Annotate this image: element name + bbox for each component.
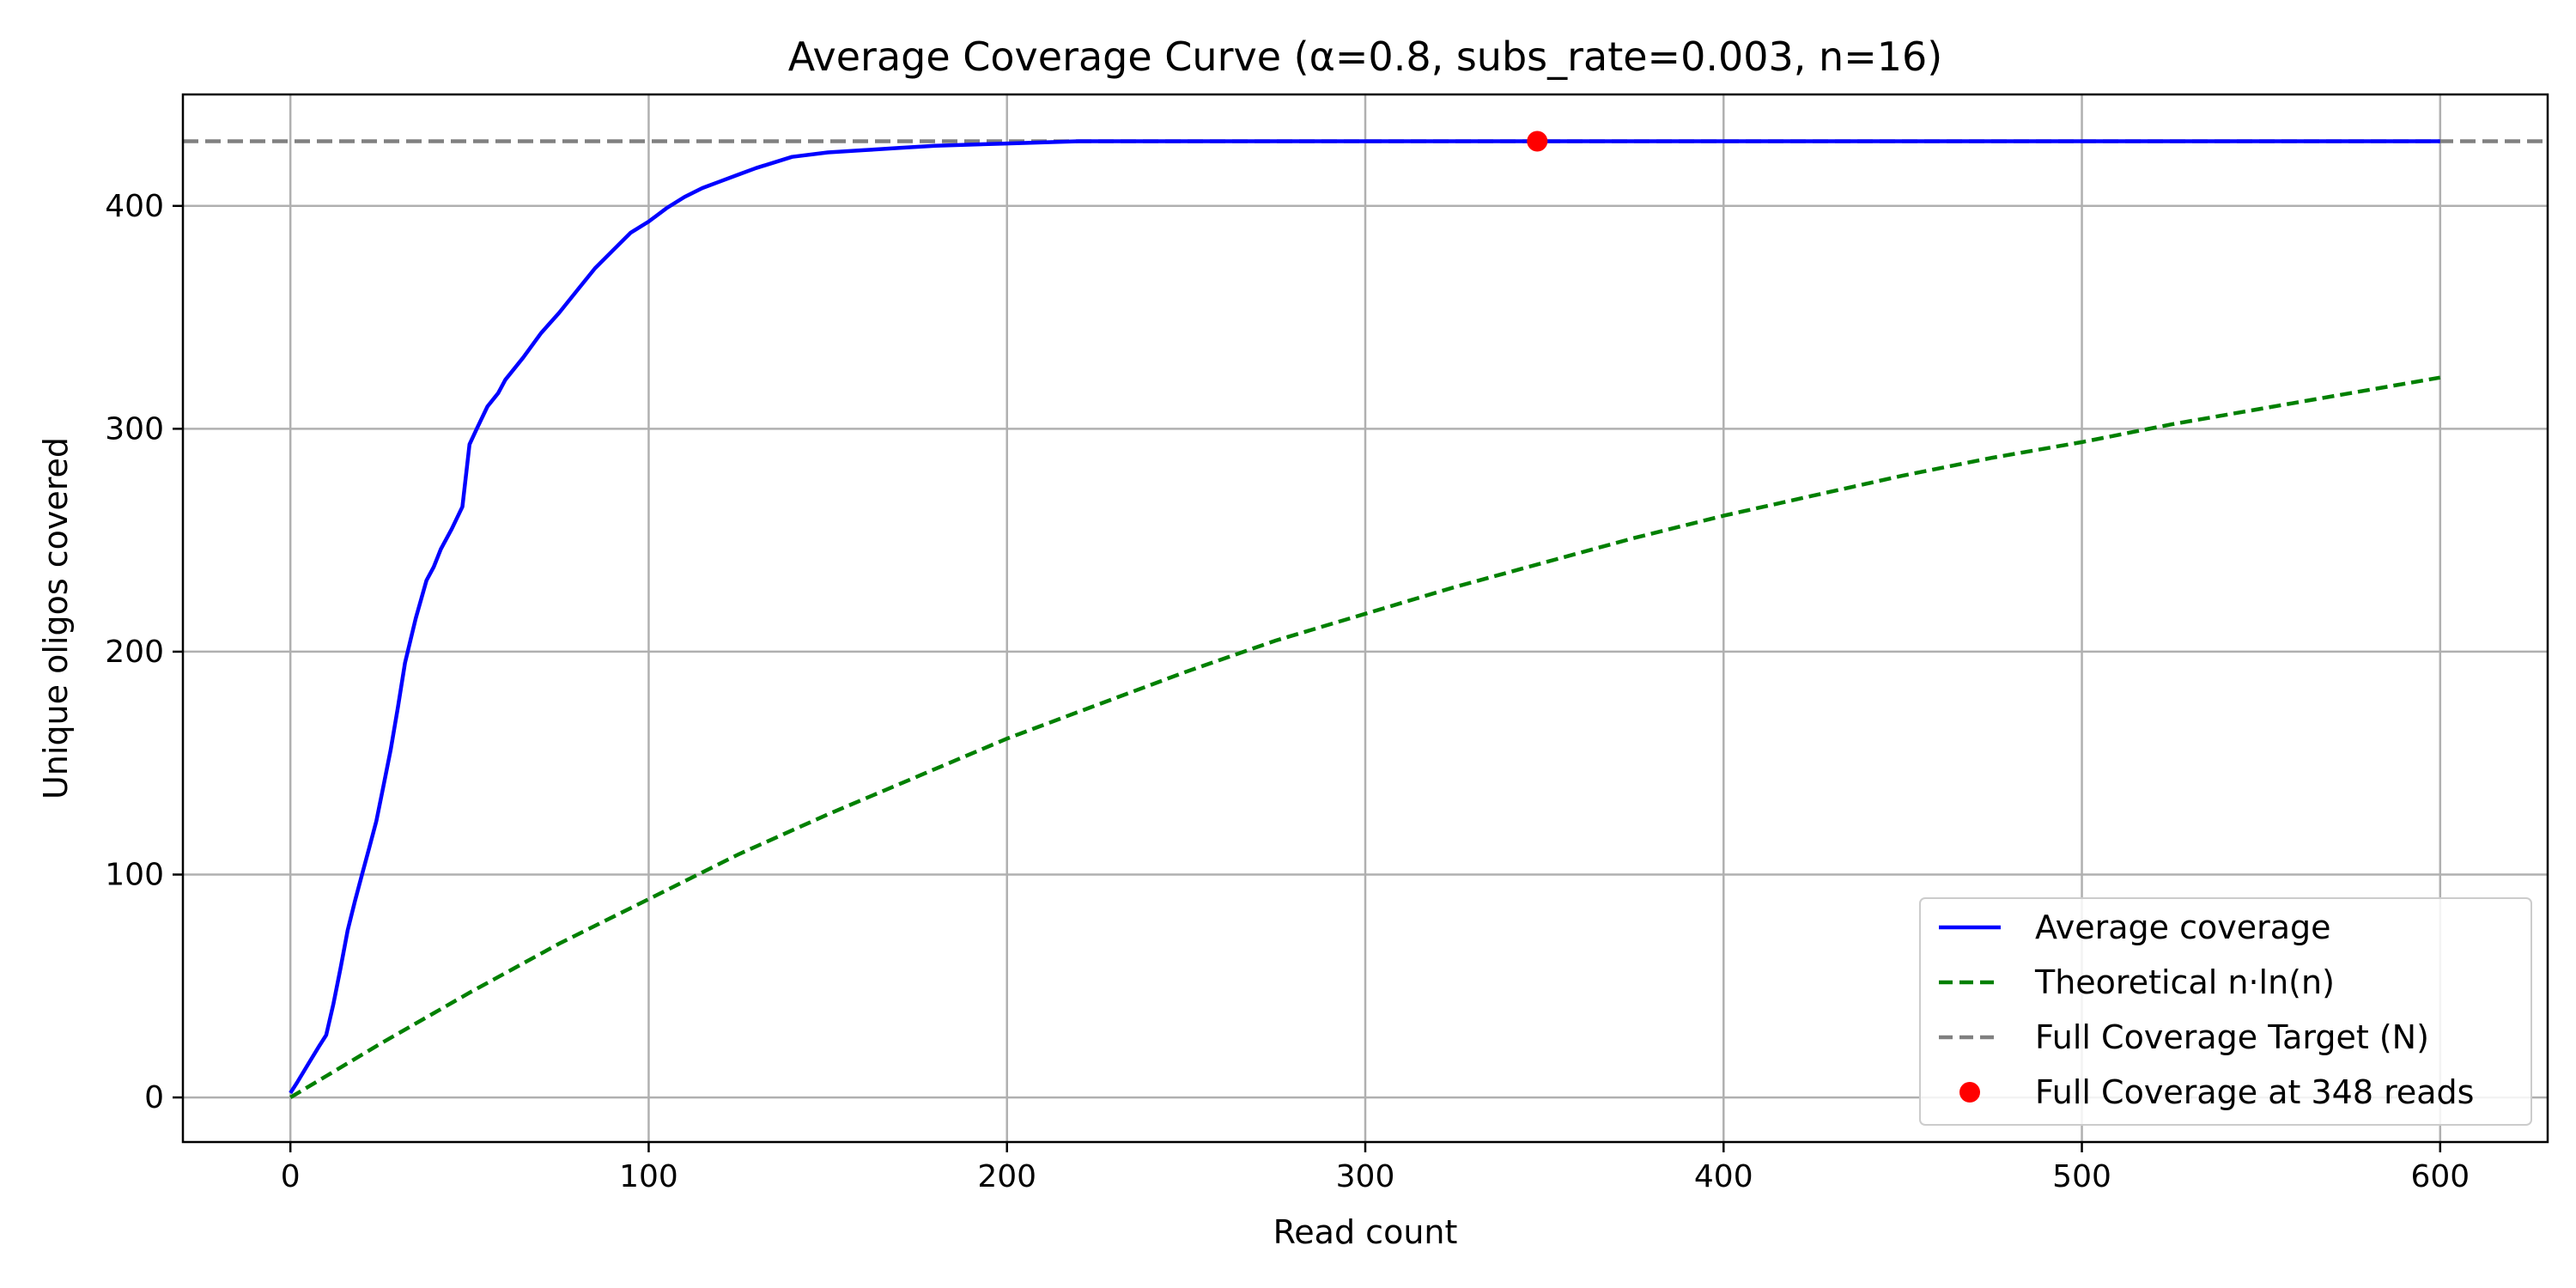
x-tick-label: 300 (1336, 1159, 1395, 1194)
y-tick-label: 100 (105, 858, 164, 893)
average-coverage-line (289, 139, 2440, 1095)
x-tick-label: 200 (977, 1159, 1036, 1194)
legend: Average coverage Theoretical n·ln(n) Full … (1919, 897, 2532, 1126)
legend-marker (1959, 1082, 1980, 1103)
y-axis-label: Unique oligos covered (37, 437, 75, 799)
y-tick-label: 400 (105, 189, 164, 224)
legend-label: Full Coverage at 348 reads (2035, 1073, 2474, 1111)
legend-box (1919, 897, 2532, 1126)
y-tick-label: 300 (105, 411, 164, 447)
series-layer (183, 131, 2548, 1100)
x-tick-label: 400 (1694, 1159, 1753, 1194)
legend-label: Average coverage (2035, 908, 2331, 946)
x-tick-label: 0 (281, 1159, 301, 1194)
x-axis-label: Read count (1273, 1213, 1458, 1251)
legend-label: Theoretical n·ln(n) (2034, 963, 2335, 1001)
legend-label: Full Coverage Target (N) (2035, 1018, 2429, 1056)
y-tick-label: 200 (105, 635, 164, 670)
full-coverage-marker (1527, 131, 1548, 152)
x-tick-label: 100 (619, 1159, 678, 1194)
axis-ticks: 0 100 200 300 400 500 600 0 100 200 300 400 (105, 189, 2470, 1194)
chart-title: Average Coverage Curve (α=0.8, subs_rate… (788, 33, 1942, 80)
x-tick-label: 500 (2052, 1159, 2111, 1194)
theoretical-curve (289, 375, 2441, 1100)
y-tick-label: 0 (144, 1080, 164, 1115)
x-tick-label: 600 (2410, 1159, 2470, 1194)
